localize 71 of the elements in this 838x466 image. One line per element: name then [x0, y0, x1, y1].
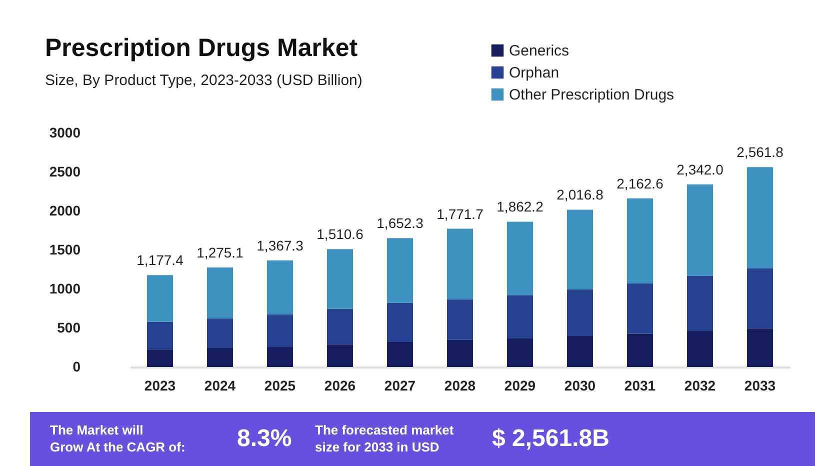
y-tick-label: 3000 [49, 124, 81, 140]
y-tick-label: 1500 [49, 242, 81, 258]
bar [687, 276, 713, 331]
bar [447, 299, 473, 340]
total-label: 2,561.8 [736, 144, 784, 160]
text: The forecasted market size for 2033 in USD [315, 422, 454, 454]
bar [447, 340, 473, 367]
bar [207, 318, 233, 348]
bar [327, 344, 353, 367]
x-tick-label: 2030 [564, 378, 596, 394]
bar [627, 283, 653, 334]
legend-label: Generics [509, 42, 570, 60]
chart-title: Prescription Drugs Market [45, 34, 358, 62]
bar [267, 260, 293, 314]
x-tick-label: 2025 [264, 378, 296, 394]
x-tick-label: 2023 [144, 378, 176, 394]
total-label: 1,275.1 [196, 244, 244, 261]
text: The Market will Grow At the CAGR of: [50, 422, 186, 454]
x-tick-label: 2024 [204, 378, 236, 394]
bar [147, 275, 173, 322]
total-label: 1,510.6 [316, 226, 364, 242]
total-label: 1,177.4 [136, 252, 184, 268]
bar [267, 314, 293, 347]
x-tick-label: 2032 [684, 378, 716, 394]
total-label: 1,367.3 [256, 237, 304, 254]
y-tick-label: 500 [57, 320, 81, 336]
bar [267, 346, 293, 367]
x-tick-label: 2033 [744, 378, 776, 394]
bar [747, 328, 773, 367]
bar [147, 322, 173, 350]
bar [567, 289, 593, 336]
total-label: 2,162.6 [616, 175, 664, 192]
bar [447, 228, 473, 300]
legend-label: Orphan [509, 64, 560, 82]
bar [687, 184, 713, 276]
bar [507, 338, 533, 367]
bar [327, 249, 353, 309]
bar [627, 198, 653, 284]
bar [327, 308, 353, 344]
total-label: 1,652.3 [376, 215, 424, 232]
x-tick-label: 2026 [324, 378, 356, 394]
bar [567, 210, 593, 290]
bar [387, 302, 413, 342]
bar [627, 334, 653, 367]
text: $ 2,561.8B [492, 425, 610, 452]
bar [207, 348, 233, 367]
bar [747, 167, 773, 268]
total-label: 2,016.8 [556, 186, 604, 203]
chart-subtitle: Size, By Product Type, 2023-2033 (USD Billion) [45, 72, 362, 89]
total-label: 2,342.0 [676, 161, 724, 178]
text: 8.3% [237, 425, 292, 452]
total-label: 1,862.2 [496, 198, 544, 215]
y-tick-label: 2000 [49, 202, 81, 218]
total-label: 1,771.7 [436, 206, 484, 222]
bar [687, 330, 713, 367]
x-tick-label: 2028 [444, 378, 476, 394]
bar [747, 268, 773, 328]
x-tick-label: 2027 [384, 378, 416, 394]
bar [507, 222, 533, 296]
bar [567, 336, 593, 367]
bar [387, 238, 413, 303]
y-tick-label: 0 [72, 358, 81, 374]
x-tick-label: 2031 [624, 378, 656, 394]
y-tick-label: 2500 [49, 164, 81, 180]
bar [147, 349, 173, 367]
bar [207, 268, 233, 318]
bar [507, 295, 533, 339]
x-tick-label: 2029 [504, 378, 536, 394]
bar [387, 342, 413, 367]
y-tick-label: 1000 [49, 280, 81, 296]
legend-label: Other Prescription Drugs [509, 86, 674, 104]
